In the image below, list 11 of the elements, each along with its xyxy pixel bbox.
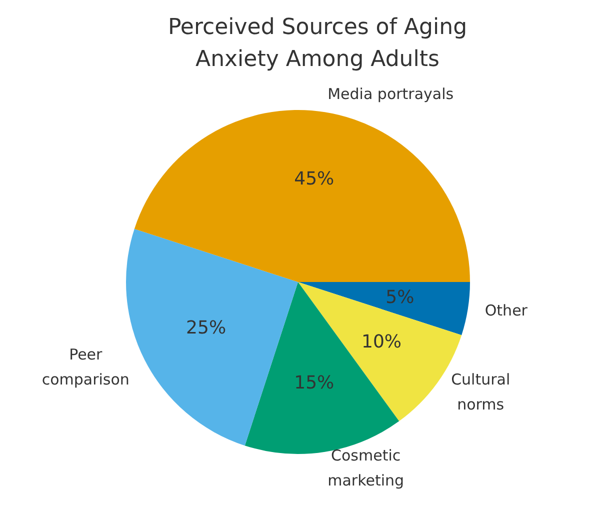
data-label: 25% <box>186 318 226 339</box>
chart-title: Perceived Sources of Aging Anxiety Among Adults <box>166 14 468 74</box>
data-label: 5% <box>386 286 414 308</box>
slice-label: Other <box>484 301 528 320</box>
slice-label: Media portrayals <box>328 85 454 104</box>
slice-label: Cosmetic marketing <box>328 446 404 490</box>
data-label: 15% <box>294 372 334 394</box>
slice-label: Cultural norms <box>451 370 510 414</box>
data-label: 10% <box>361 331 402 352</box>
data-label: 45% <box>294 168 334 190</box>
slice-label: Peer comparison <box>42 345 130 388</box>
